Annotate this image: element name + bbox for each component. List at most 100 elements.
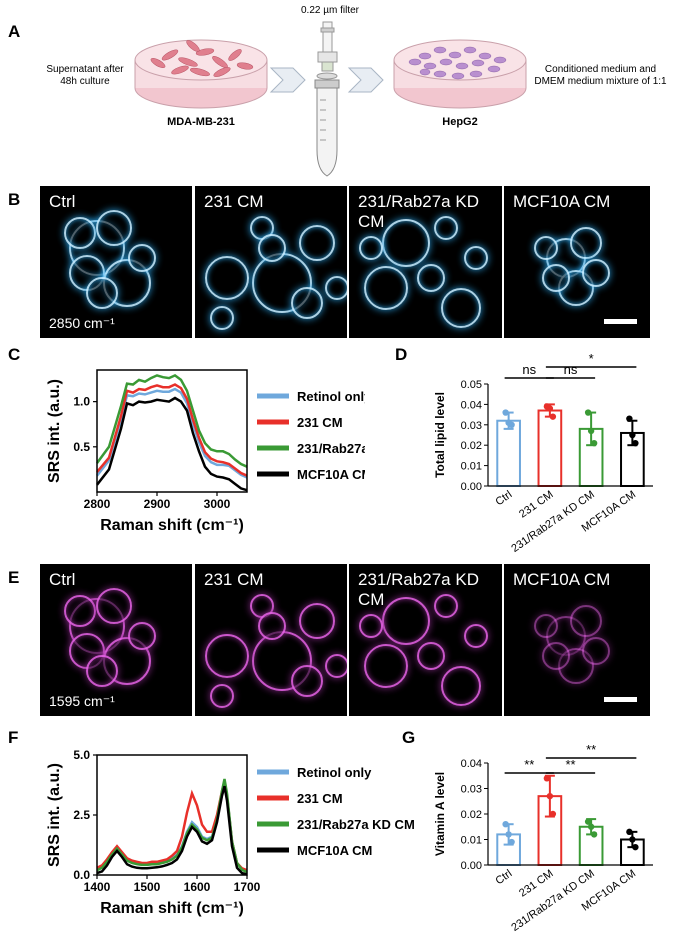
y-tick-label: 0.03 [461, 420, 482, 432]
significance-label: ** [586, 742, 596, 757]
plot-frame [96, 369, 248, 493]
cell [542, 642, 570, 670]
cell [464, 246, 488, 270]
srs-2850-image-1: Ctrl 2850 cm⁻¹ [40, 186, 192, 338]
chart-c: 2800 2900 3000 0.5 1.0 Raman shift (cm⁻¹) SRS … [46, 369, 365, 534]
panel-letter-f: F [8, 728, 19, 747]
cell [291, 665, 323, 697]
srs-2850-image-3: 231/Rab27a KD CM [349, 186, 502, 338]
cell [86, 655, 118, 687]
panel-letter-b: B [8, 190, 21, 209]
legend-label: 231/Rab27a KD CM [297, 441, 365, 456]
x-tick-label: Ctrl [493, 868, 514, 888]
data-point [590, 439, 598, 447]
arrow-right-icon [269, 67, 306, 93]
wavenumber-label: 2850 cm⁻¹ [49, 315, 115, 331]
cell [359, 614, 383, 638]
y-tick-label: 0.0 [73, 868, 90, 882]
cell [382, 597, 430, 645]
cell [325, 276, 347, 300]
cell [434, 594, 458, 618]
srs-1595-image-3: 231/Rab27a KD CM [349, 564, 502, 716]
image-label: Ctrl [49, 192, 76, 211]
srs-1595-image-1: Ctrl 1595 cm⁻¹ [40, 564, 192, 716]
cell [64, 595, 96, 627]
chart-f: 1400 1500 1600 1700 0.0 2.5 5.0 Raman shift (cm… [46, 748, 415, 917]
cell [205, 256, 249, 300]
legend-label: MCF10A CM [297, 467, 365, 482]
data-point [549, 810, 557, 818]
cell [534, 236, 558, 260]
data-point [546, 405, 554, 412]
cell [128, 244, 156, 272]
series-line-4 [96, 785, 248, 876]
wavenumber-label: 1595 cm⁻¹ [49, 693, 115, 709]
y-tick-label: 0.01 [461, 835, 482, 847]
x-tick-label: 1700 [234, 880, 261, 894]
data-point [505, 831, 512, 838]
y-tick-label: 0.00 [461, 481, 482, 493]
y-tick-label: 0.5 [73, 440, 90, 454]
cancer-cells [150, 40, 254, 77]
supernatant-text: Supernatant after 48h culture [46, 64, 124, 87]
series-line-2 [96, 781, 248, 872]
scale-bar [604, 319, 637, 324]
cell [128, 622, 156, 650]
mixture-text: Conditioned medium and DMEM medium mixtu… [534, 64, 667, 87]
data-point [584, 409, 592, 416]
y-tick-label: 0.04 [461, 758, 482, 770]
cell [325, 654, 347, 678]
srs-2850-image-4: MCF10A CM [504, 186, 650, 338]
cell [382, 219, 430, 267]
cell [441, 666, 481, 706]
y-tick-label: 0.05 [461, 379, 482, 391]
cell [299, 225, 335, 261]
panel-letter-g: G [402, 728, 416, 747]
y-tick-label: 0.03 [461, 784, 482, 796]
cell [582, 259, 610, 287]
cell [364, 644, 408, 688]
legend-label: Retinol only [297, 389, 365, 404]
x-tick-label: 3000 [204, 497, 231, 511]
data-point [543, 775, 551, 782]
cell [258, 612, 286, 640]
y-tick-label: 0.02 [461, 809, 482, 821]
y-tick-label: 1.0 [73, 395, 90, 409]
panel-letter-c: C [8, 345, 21, 364]
significance-label: ** [524, 757, 534, 772]
right-petri-dish [393, 39, 527, 109]
image-label: 231/Rab27a KD CM [358, 192, 479, 231]
significance-label: ** [565, 757, 575, 772]
y-tick-label: 0.02 [461, 440, 482, 452]
data-point [632, 843, 639, 851]
cell [96, 588, 132, 624]
series-line-1 [96, 387, 248, 479]
significance-label: ns [522, 362, 536, 377]
x-tick-label: 2900 [144, 497, 171, 511]
srs-2850-image-2: 231 CM [195, 186, 347, 338]
filter-label: 0.22 µm filter [300, 5, 359, 16]
legend-label: 231 CM [297, 415, 343, 430]
y-axis-title: SRS int. (a.u.) [46, 379, 63, 483]
srs-1595-image-4: MCF10A CM [504, 564, 650, 716]
data-point [590, 831, 598, 838]
cell [534, 614, 558, 638]
series-line-3 [96, 778, 248, 874]
panel-letter-e: E [8, 568, 20, 587]
data-point [632, 439, 639, 447]
x-tick-label: Ctrl [493, 489, 514, 509]
panel-letter-a: A [8, 22, 21, 41]
cell [291, 287, 323, 319]
data-point [508, 421, 515, 428]
cell [96, 210, 132, 246]
significance-label: ns [564, 362, 578, 377]
y-tick-label: 5.0 [73, 748, 90, 762]
bar-1 [496, 419, 521, 487]
x-tick-label: 1600 [184, 880, 211, 894]
x-tick-label: 2800 [84, 497, 111, 511]
cell [359, 236, 383, 260]
legend-label: MCF10A CM [297, 843, 372, 858]
x-tick-label: 1500 [134, 880, 161, 894]
cell [64, 217, 96, 249]
series-line-3 [95, 373, 248, 468]
